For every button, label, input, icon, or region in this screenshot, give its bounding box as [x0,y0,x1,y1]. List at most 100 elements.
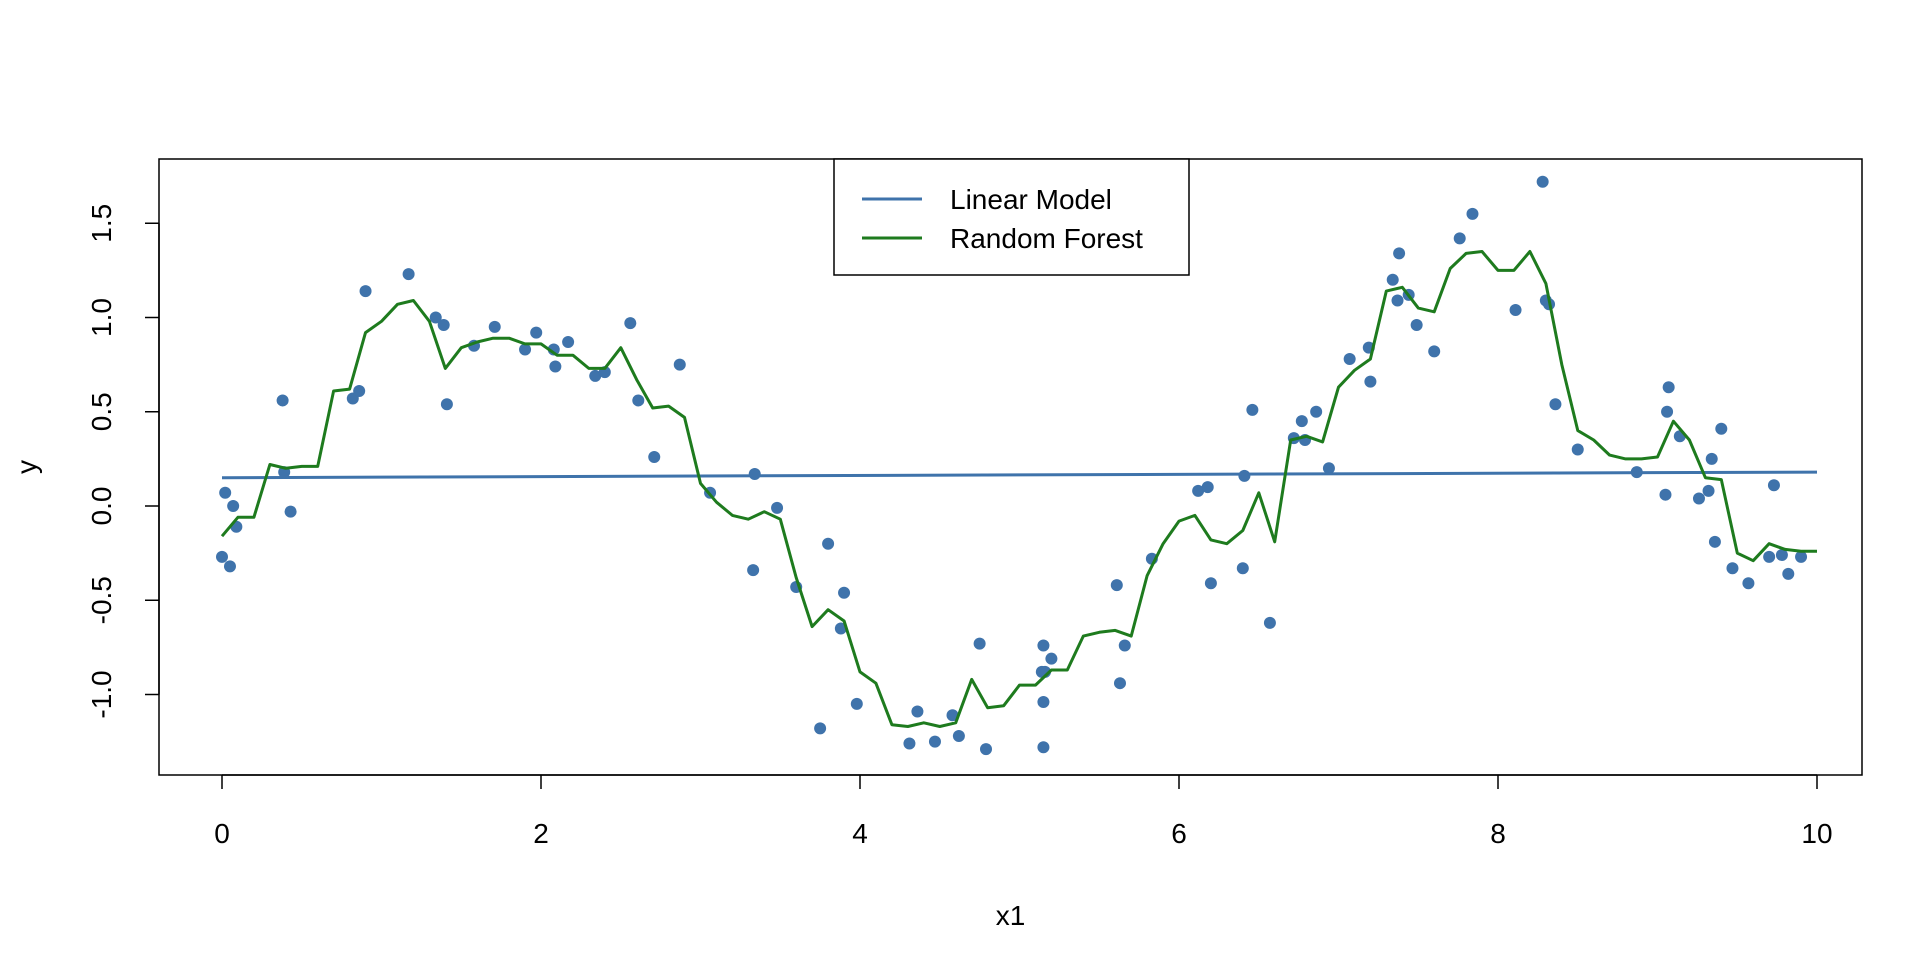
data-point [1692,492,1705,505]
data-point [1364,375,1377,388]
data-point [1295,415,1308,428]
data-point [838,586,851,599]
data-point [1393,247,1406,260]
data-point [1509,303,1522,316]
data-point [1045,652,1058,665]
data-point [402,268,415,281]
data-point [928,735,941,748]
data-point [648,450,661,463]
data-point [1763,550,1776,563]
data-point [1236,562,1249,575]
data-point [1742,577,1755,590]
data-point [952,729,965,742]
data-point [1662,381,1675,394]
data-point [1201,481,1214,494]
data-point [219,486,232,499]
data-point [1775,549,1788,562]
data-point [632,394,645,407]
data-point [834,622,847,635]
data-point [980,743,993,756]
data-point [624,317,637,330]
data-point [359,285,372,298]
data-point [440,398,453,411]
data-point [276,394,289,407]
x-tick-label: 6 [1171,818,1187,849]
x-tick-label: 0 [214,818,230,849]
data-point [1322,462,1335,475]
data-point [1343,352,1356,365]
data-point [1708,535,1721,548]
x-tick-label: 4 [852,818,868,849]
data-point [519,343,532,356]
data-point [1767,479,1780,492]
data-point [549,360,562,373]
data-point [973,637,986,650]
plot-area [216,175,1818,756]
data-point [814,722,827,735]
axes: 0 2 4 6 8 10 -1.0 -0.5 0.0 0.5 1.0 1.5 [86,204,1833,849]
y-axis-title: y [11,460,42,474]
data-point [1386,273,1399,286]
data-point [1782,567,1795,580]
data-point [1391,294,1404,307]
data-point [1238,469,1251,482]
data-point [911,705,924,718]
data-point [1659,488,1672,501]
y-tick-label: 1.0 [86,298,117,337]
data-point [216,550,228,563]
data-point [1661,405,1674,418]
data-point [1453,232,1466,245]
data-point [903,737,916,750]
data-point [673,358,686,371]
series-line-random-forest [220,250,1817,728]
data-point [223,560,236,573]
data-point [1204,577,1217,590]
legend-box [833,158,1190,276]
data-point [822,537,835,550]
data-point [1702,484,1715,497]
data-point [227,500,240,512]
data-point [946,709,959,722]
data-point [1118,639,1131,652]
data-point [1037,696,1050,709]
data-point [1110,579,1123,592]
data-point [1410,319,1423,332]
data-point [1536,175,1549,188]
data-point [1715,422,1728,435]
data-point [1192,484,1205,497]
data-point [1466,207,1479,220]
data-point [530,326,543,339]
data-point [562,336,575,349]
x-tick-label: 8 [1490,818,1506,849]
y-tick-label: 0.0 [86,487,117,526]
data-point [1549,398,1562,411]
y-tick-label: -0.5 [86,576,117,624]
data-point [850,697,863,710]
data-point [771,501,784,514]
data-point [1571,443,1584,456]
data-point [1246,403,1259,416]
data-point [1037,741,1050,754]
data-point [1726,562,1739,575]
x-axis-title: x1 [996,900,1026,931]
legend: Linear Model Random Forest [833,158,1190,276]
x-tick-label: 10 [1801,818,1832,849]
data-point [437,319,450,332]
data-point [1113,677,1126,690]
legend-label: Random Forest [950,223,1143,254]
data-point [429,311,442,324]
legend-label: Linear Model [950,184,1112,215]
data-point [488,320,501,333]
data-point [748,467,761,480]
series-line-linear-model [221,470,1818,480]
y-tick-label: 0.5 [86,392,117,431]
data-point [353,385,366,398]
data-point [1428,345,1441,358]
y-tick-label: -1.0 [86,670,117,718]
data-point [747,564,760,577]
data-point [589,369,602,382]
data-point [1263,616,1276,629]
data-point [1037,639,1050,652]
data-point [284,505,297,518]
